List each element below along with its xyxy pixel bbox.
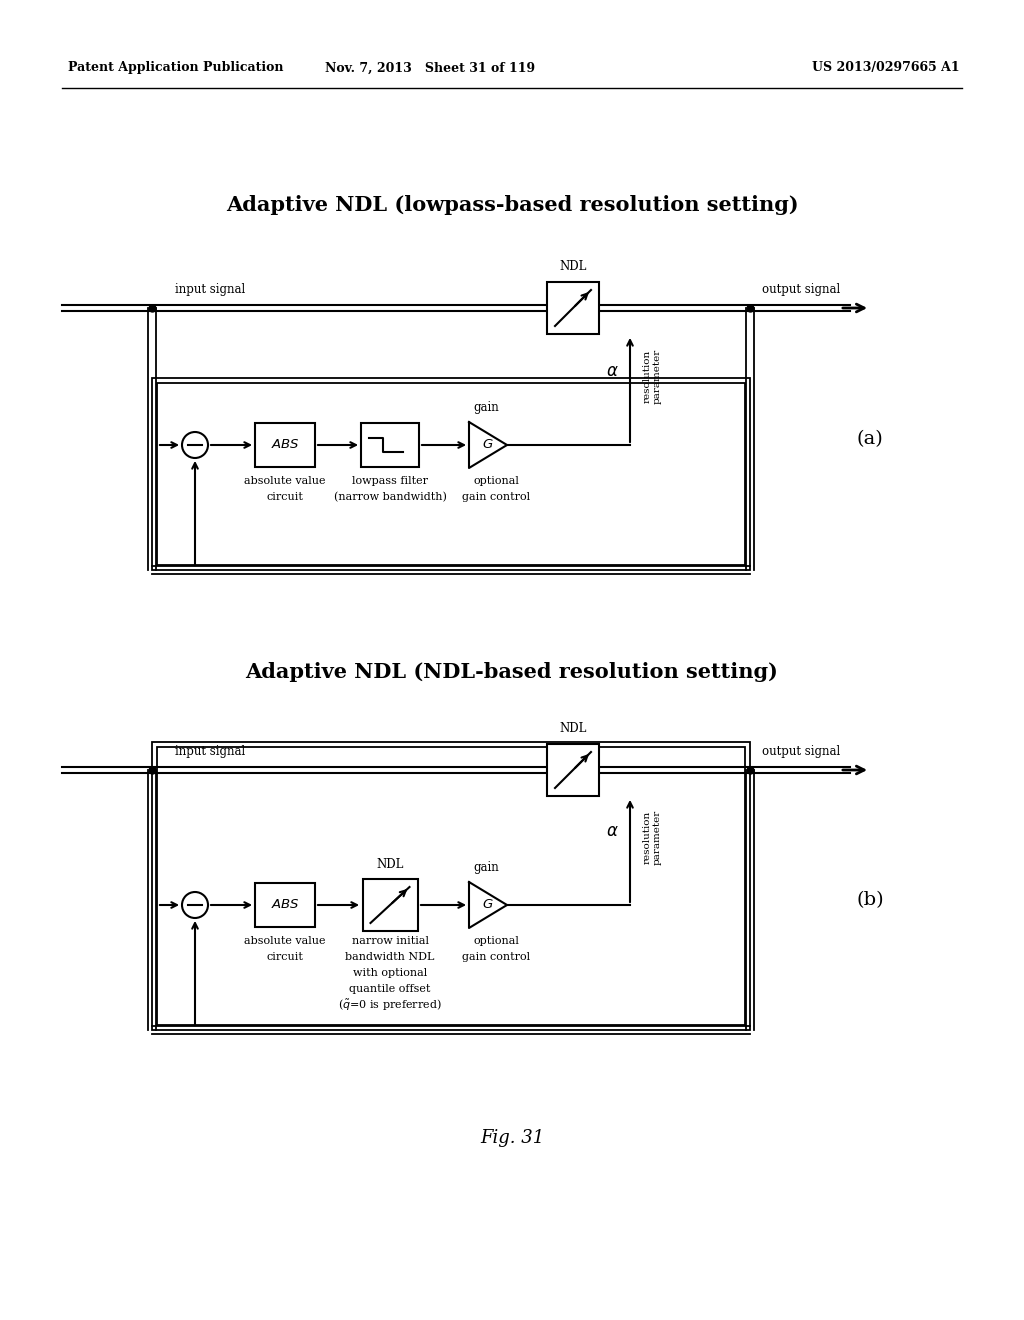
Text: input signal: input signal — [175, 746, 246, 759]
Text: Adaptive NDL (lowpass-based resolution setting): Adaptive NDL (lowpass-based resolution s… — [225, 195, 799, 215]
Text: ($\tilde{q}$=0 is preferred): ($\tilde{q}$=0 is preferred) — [338, 998, 442, 1012]
Text: NDL: NDL — [559, 722, 587, 734]
Text: lowpass filter: lowpass filter — [352, 477, 428, 486]
Text: output signal: output signal — [762, 284, 841, 297]
Text: circuit: circuit — [266, 952, 303, 962]
Bar — [157, 747, 745, 1026]
Bar — [152, 378, 750, 570]
Bar — [152, 742, 750, 1030]
Text: NDL: NDL — [559, 260, 587, 272]
Text: optional: optional — [473, 936, 519, 946]
Bar — [547, 282, 599, 334]
Text: $ABS$: $ABS$ — [270, 438, 299, 451]
Text: narrow initial: narrow initial — [351, 936, 428, 946]
Text: $\alpha$: $\alpha$ — [605, 363, 618, 380]
Bar — [361, 422, 419, 467]
Text: (a): (a) — [857, 430, 884, 447]
Text: absolute value: absolute value — [245, 477, 326, 486]
Text: gain: gain — [473, 861, 499, 874]
Text: quantile offset: quantile offset — [349, 983, 431, 994]
Text: bandwidth NDL: bandwidth NDL — [345, 952, 434, 962]
Text: gain control: gain control — [462, 492, 530, 502]
Bar — [362, 879, 418, 931]
Bar — [255, 422, 315, 467]
Text: with optional: with optional — [353, 968, 427, 978]
Text: $\alpha$: $\alpha$ — [605, 824, 618, 841]
Bar — [547, 744, 599, 796]
Text: optional: optional — [473, 477, 519, 486]
Text: gain: gain — [473, 400, 499, 413]
Text: $G$: $G$ — [482, 438, 494, 451]
Text: output signal: output signal — [762, 746, 841, 759]
Text: resolution
parameter: resolution parameter — [642, 809, 662, 865]
Text: Patent Application Publication: Patent Application Publication — [68, 62, 284, 74]
Bar — [255, 883, 315, 927]
Text: resolution
parameter: resolution parameter — [642, 348, 662, 404]
Text: US 2013/0297665 A1: US 2013/0297665 A1 — [812, 62, 961, 74]
Text: $ABS$: $ABS$ — [270, 899, 299, 912]
Text: absolute value: absolute value — [245, 936, 326, 946]
Text: $G$: $G$ — [482, 899, 494, 912]
Text: input signal: input signal — [175, 284, 246, 297]
Text: Nov. 7, 2013   Sheet 31 of 119: Nov. 7, 2013 Sheet 31 of 119 — [325, 62, 536, 74]
Text: circuit: circuit — [266, 492, 303, 502]
Text: Adaptive NDL (NDL-based resolution setting): Adaptive NDL (NDL-based resolution setti… — [246, 663, 778, 682]
Text: (b): (b) — [856, 891, 884, 909]
Text: gain control: gain control — [462, 952, 530, 962]
Text: (narrow bandwidth): (narrow bandwidth) — [334, 492, 446, 502]
Text: Fig. 31: Fig. 31 — [480, 1129, 544, 1147]
Text: NDL: NDL — [376, 858, 403, 871]
Bar — [157, 383, 745, 565]
